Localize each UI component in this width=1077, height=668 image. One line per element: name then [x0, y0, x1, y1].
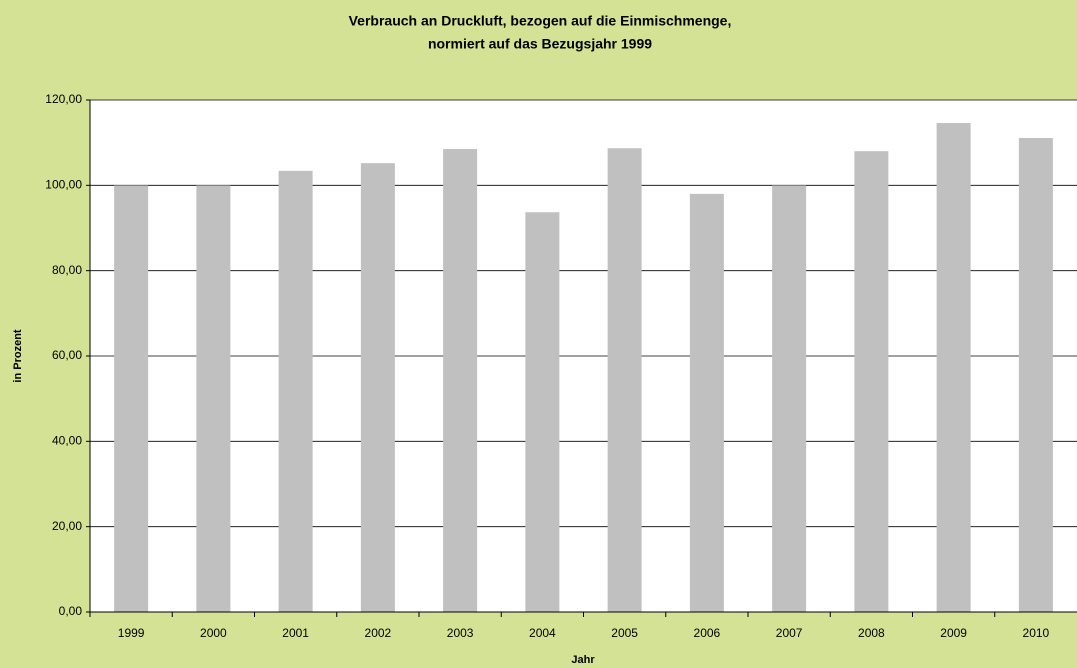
x-axis-title: Jahr — [571, 654, 595, 666]
x-tick-label: 2002 — [365, 626, 392, 640]
y-tick-label: 60,00 — [52, 348, 82, 362]
bar — [525, 212, 560, 613]
chart-title: normiert auf das Bezugsjahr 1999 — [428, 36, 652, 52]
y-tick-label: 100,00 — [45, 178, 82, 192]
bar — [854, 151, 889, 612]
bar — [114, 185, 149, 613]
x-tick-label: 2008 — [858, 626, 885, 640]
y-tick-label: 120,00 — [45, 92, 82, 106]
chart-title: Verbrauch an Druckluft, bezogen auf die … — [349, 13, 732, 29]
y-tick-label: 20,00 — [52, 519, 82, 533]
x-tick-label: 2005 — [611, 626, 638, 640]
bar — [443, 149, 478, 613]
bar — [607, 148, 642, 613]
x-tick-label: 2007 — [776, 626, 803, 640]
y-axis-title: in Prozent — [12, 329, 24, 383]
bar — [360, 163, 395, 612]
bar — [196, 185, 231, 613]
y-tick-label: 40,00 — [52, 434, 82, 448]
x-tick-label: 2003 — [447, 626, 474, 640]
x-tick-label: 2006 — [694, 626, 721, 640]
y-tick-label: 80,00 — [52, 263, 82, 277]
bar — [278, 170, 313, 612]
x-tick-label: 2010 — [1023, 626, 1050, 640]
x-tick-label: 2001 — [282, 626, 309, 640]
y-tick-label: 0,00 — [59, 604, 83, 618]
x-tick-label: 1999 — [118, 626, 145, 640]
x-tick-label: 2004 — [529, 626, 556, 640]
x-tick-label: 2009 — [940, 626, 967, 640]
x-tick-label: 2000 — [200, 626, 227, 640]
bar — [1018, 137, 1053, 612]
bar — [689, 193, 724, 612]
bar — [772, 185, 807, 613]
bar — [936, 123, 971, 612]
